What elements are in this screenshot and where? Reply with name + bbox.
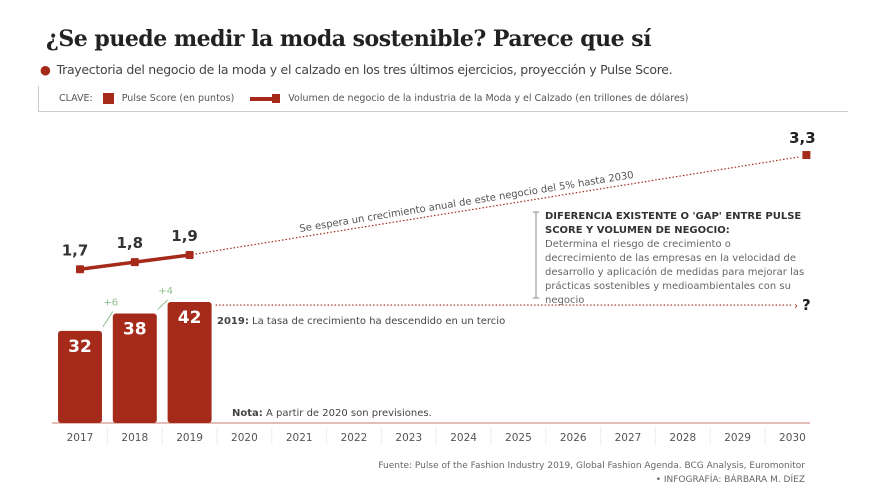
x-tick-label: 2022: [341, 432, 368, 444]
x-tick-label: 2025: [505, 432, 532, 444]
legend-label: CLAVE:: [59, 93, 93, 104]
line-label: 1,7: [62, 241, 89, 259]
x-tick-label: 2026: [560, 432, 587, 444]
x-tick-label: 2019: [176, 432, 203, 444]
legend-line-swatch: [250, 93, 281, 103]
x-tick-label: 2028: [669, 432, 696, 444]
bar-label: 42: [178, 308, 202, 328]
x-tick-label: 2029: [724, 432, 751, 444]
x-tick-label: 2023: [395, 432, 422, 444]
increase-label: +4: [158, 286, 173, 297]
line-point-2019: [185, 251, 194, 259]
increase-arrow: [102, 311, 114, 328]
rate-annotation: 2019: La tasa de crecimiento ha descendi…: [217, 316, 506, 327]
line-label: 3,3: [789, 129, 816, 147]
x-tick-label: 2024: [450, 432, 477, 444]
increase-label: +6: [103, 298, 118, 309]
line-label: 1,8: [117, 234, 144, 252]
legend-bar-swatch: [102, 93, 114, 104]
chart-title: ¿Se puede medir la moda sostenible? Pare…: [46, 26, 652, 52]
bar-2017: [58, 330, 102, 423]
x-tick-label: 2027: [615, 432, 642, 444]
bar-2018: [112, 313, 157, 423]
source: Fuente: Pulse of the Fashion Industry 20…: [378, 461, 805, 485]
bar-projection-label: ?: [802, 296, 811, 314]
x-tick-label: 2017: [67, 432, 94, 444]
credit: • INFOGRAFÍA: BÁRBARA M. DÍEZ: [655, 475, 805, 485]
line-label: 1,9: [171, 227, 198, 245]
x-tick-label: 2030: [779, 432, 806, 444]
note-annotation: Nota: A partir de 2020 son previsiones.: [232, 408, 432, 419]
line-point-2030: [802, 151, 811, 160]
legend: CLAVE: Pulse Score (en puntos) Volumen d…: [38, 86, 848, 112]
line-point-2017: [76, 265, 84, 274]
bar-2019: [167, 302, 212, 423]
increase-arrow: [157, 299, 168, 310]
line-projection: [195, 156, 799, 255]
x-tick-label: 2021: [286, 432, 313, 444]
line-point-2018: [130, 258, 139, 267]
legend-bar-label: Pulse Score (en puntos): [121, 93, 235, 104]
bar-label: 38: [123, 320, 147, 340]
bar-label: 32: [68, 337, 92, 357]
chart-subtitle: ● Trayectoria del negocio de la moda y el…: [40, 62, 673, 77]
gap-annotation: DIFERENCIA EXISTENTE O 'GAP' ENTRE PULSE…: [545, 211, 805, 306]
x-tick-label: 2020: [231, 432, 258, 444]
legend-line-label: Volumen de negocio de la industria de la…: [288, 93, 689, 104]
arrow-icon: ›: [794, 301, 798, 312]
bullet-icon: ●: [40, 62, 51, 77]
x-tick-label: 2018: [121, 432, 148, 444]
